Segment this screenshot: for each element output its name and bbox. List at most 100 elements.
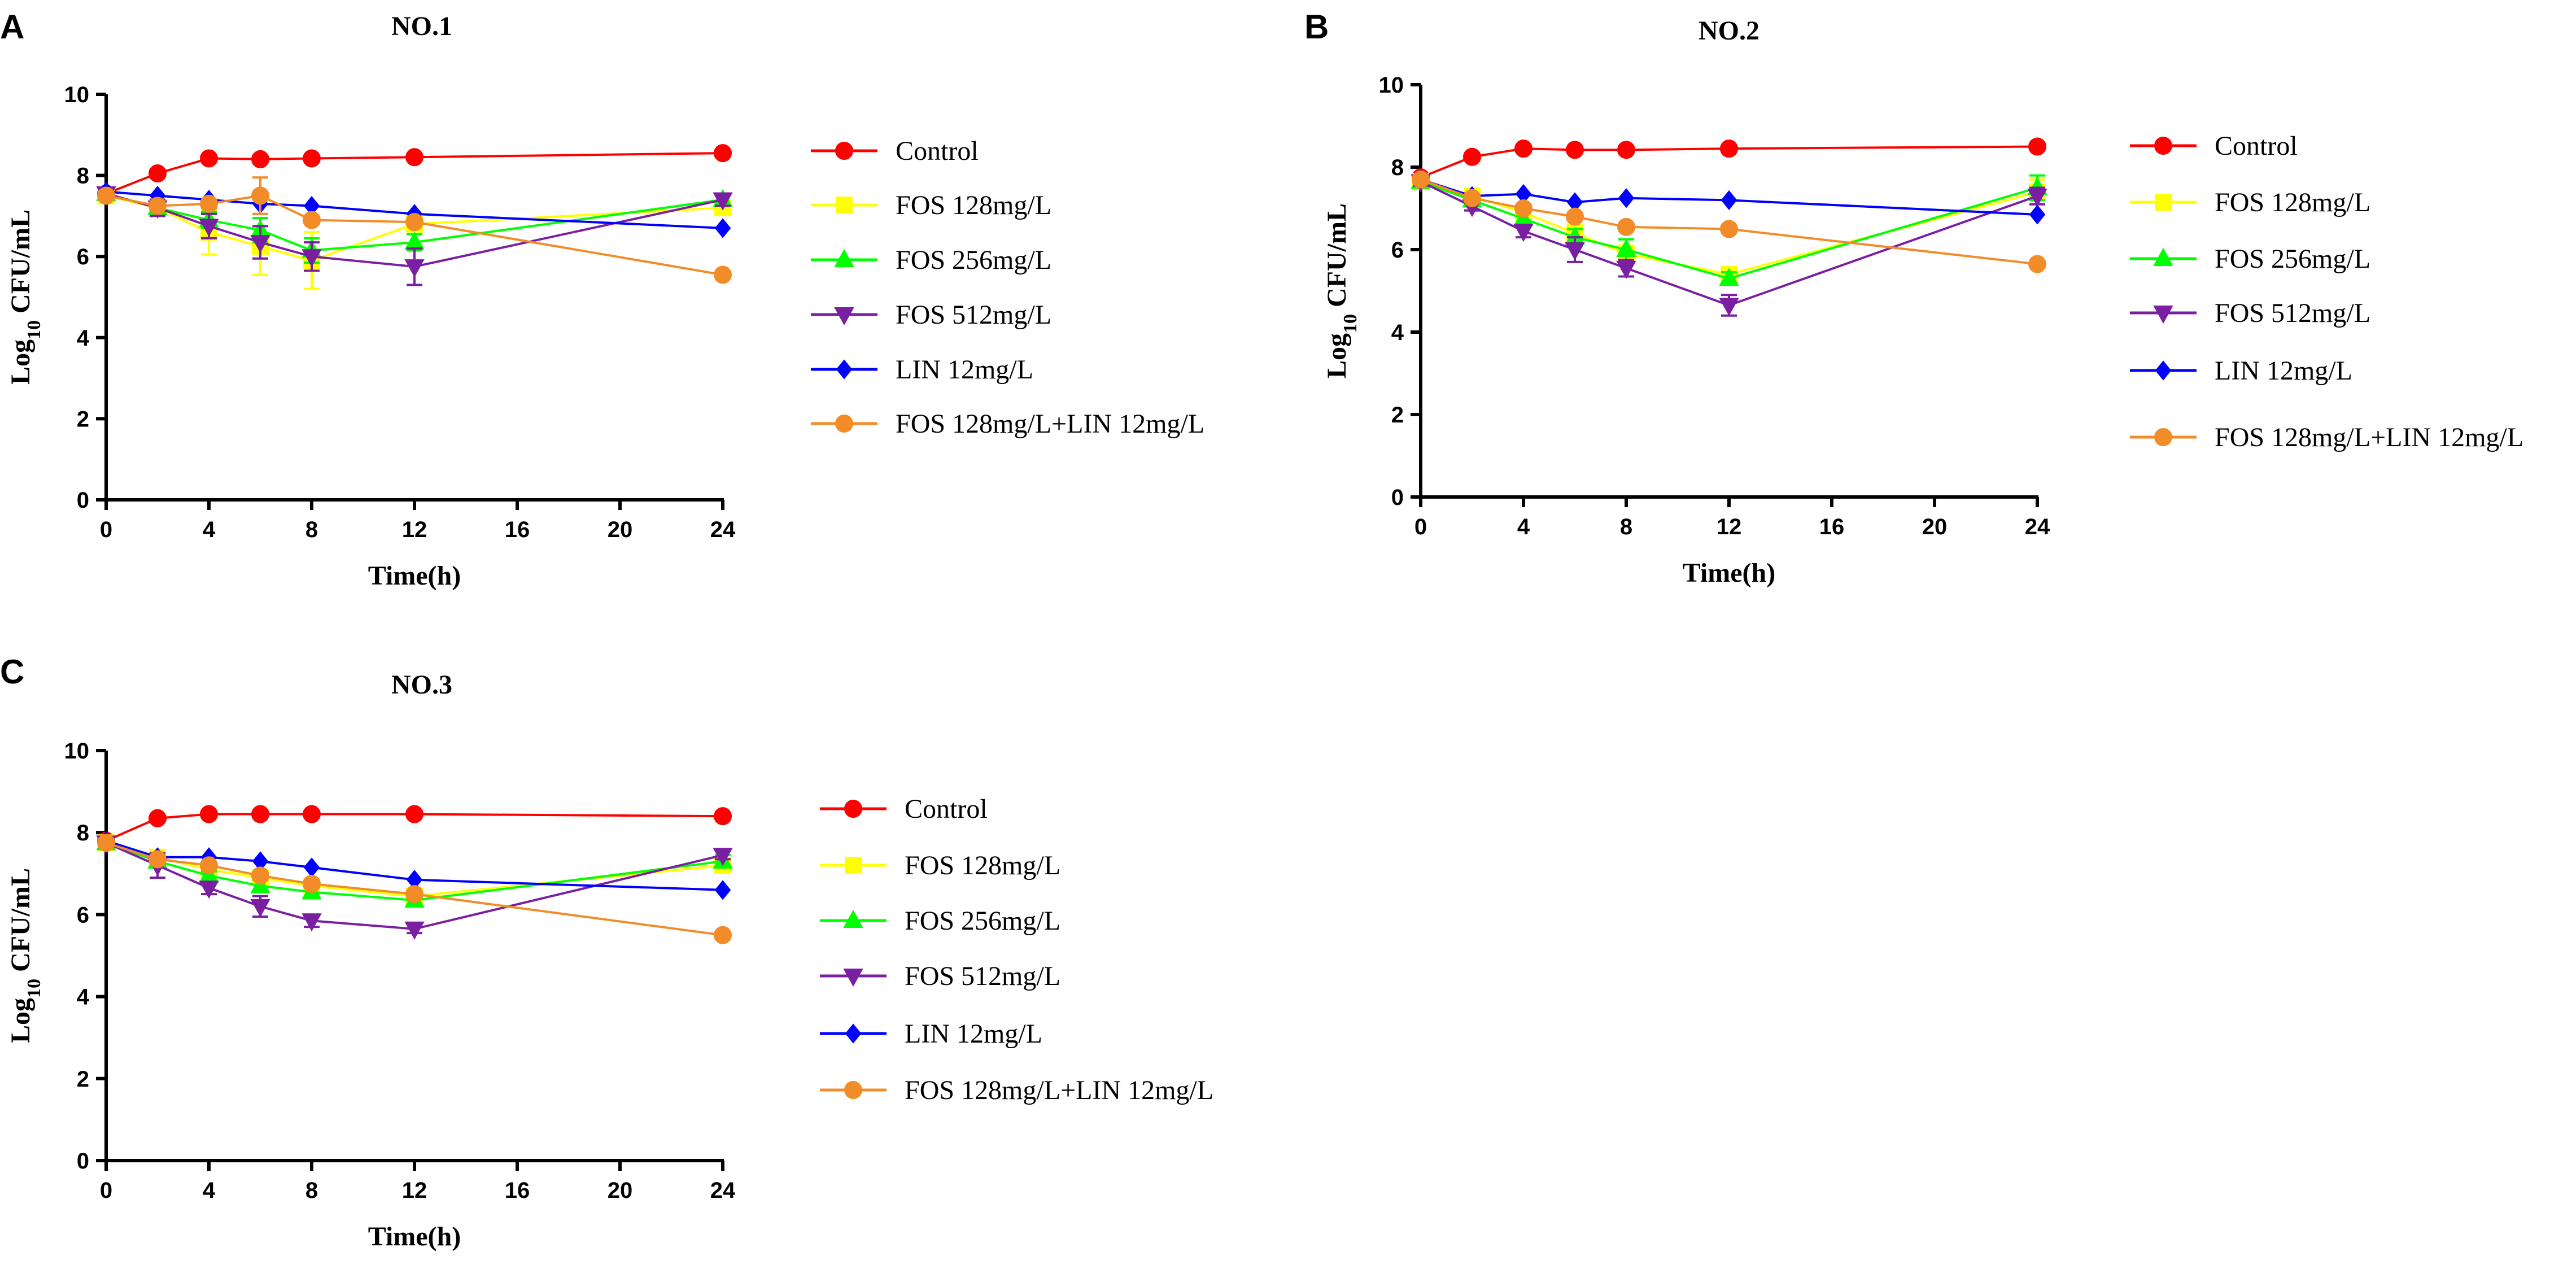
legend-item: FOS 512mg/L (2130, 298, 2370, 328)
legend-item: LIN 12mg/L (820, 1019, 1042, 1049)
data-point (1412, 170, 1430, 189)
legend-marker (845, 1023, 862, 1044)
data-point (251, 150, 269, 168)
legend-label: FOS 256mg/L (905, 906, 1060, 936)
legend-label: LIN 12mg/L (905, 1019, 1042, 1049)
y-tick-label: 2 (77, 407, 89, 431)
legend-label: FOS 512mg/L (896, 300, 1051, 330)
data-point (200, 149, 218, 168)
legend-marker (2154, 428, 2172, 446)
data-point (251, 805, 269, 823)
legend-marker (843, 969, 863, 987)
data-point (97, 186, 115, 205)
data-point (302, 249, 322, 268)
panel-title: NO.3 (391, 670, 452, 700)
legend-item: FOS 256mg/L (811, 245, 1051, 275)
legend-label: FOS 256mg/L (896, 245, 1051, 275)
legend-label: FOS 128mg/L+LIN 12mg/L (896, 409, 1204, 439)
data-point (1463, 147, 1481, 166)
data-point (303, 805, 321, 823)
y-tick-label: 0 (77, 1149, 89, 1174)
panel-title: NO.1 (391, 11, 452, 41)
legend-marker (2153, 306, 2173, 324)
legend-marker (836, 197, 853, 213)
legend-marker (834, 249, 854, 267)
legend-item: LIN 12mg/L (2130, 356, 2352, 386)
panel-letter: B (1304, 8, 1329, 46)
x-tick-label: 8 (1620, 515, 1632, 539)
legend-label: FOS 512mg/L (905, 961, 1060, 991)
data-point (714, 807, 732, 826)
data-point (1720, 220, 1738, 238)
x-tick-label: 24 (710, 1178, 736, 1203)
legend-label: FOS 128mg/L+LIN 12mg/L (2215, 422, 2523, 452)
data-point (149, 197, 167, 215)
data-point (714, 880, 731, 900)
y-tick-label: 0 (77, 488, 89, 513)
y-tick-label: 6 (77, 903, 89, 927)
legend-label: FOS 512mg/L (2215, 298, 2370, 328)
data-point (1618, 188, 1635, 208)
data-point (200, 194, 218, 213)
data-point (1566, 207, 1584, 226)
legend-marker (2153, 247, 2173, 266)
data-point (302, 913, 322, 932)
data-point (1617, 141, 1635, 159)
legend-label: FOS 128mg/L (896, 190, 1051, 220)
x-axis-title: Time(h) (1683, 558, 1775, 588)
y-tick-label: 10 (64, 739, 90, 764)
x-tick-label: 16 (505, 1178, 530, 1203)
legend-item: FOS 128mg/L+LIN 12mg/L (811, 409, 1204, 439)
legend-item: FOS 256mg/L (2130, 244, 2370, 274)
x-tick-label: 24 (2025, 515, 2050, 539)
data-point (714, 144, 732, 163)
legend-item: Control (811, 136, 979, 166)
legend-label: FOS 128mg/L (905, 851, 1060, 880)
legend-item: FOS 128mg/L+LIN 12mg/L (2130, 422, 2523, 452)
data-point (1617, 217, 1635, 236)
x-tick-label: 12 (1717, 515, 1742, 539)
legend-marker (2154, 137, 2172, 155)
data-point (2028, 255, 2046, 273)
series-control (97, 144, 732, 203)
data-point (303, 211, 321, 229)
legend-item: FOS 256mg/L (820, 906, 1060, 936)
legend-label: LIN 12mg/L (896, 355, 1033, 385)
series-fos-128mg-l-lin-12mg-l (97, 176, 732, 284)
x-tick-label: 20 (608, 517, 633, 542)
legend-label: Control (905, 794, 988, 824)
legend-item: FOS 128mg/L (2130, 188, 2370, 217)
legend-label: LIN 12mg/L (2215, 356, 2352, 386)
data-point (1513, 224, 1534, 242)
series-fos-128mg-l-lin-12mg-l (1412, 170, 2046, 273)
data-point (405, 885, 423, 904)
data-point (714, 218, 731, 238)
data-point (1719, 268, 1739, 286)
data-point (303, 857, 320, 878)
data-point (200, 856, 218, 875)
legend-label: FOS 128mg/L (2215, 188, 2370, 217)
data-point (1463, 189, 1481, 207)
series-control (97, 805, 732, 850)
x-tick-label: 12 (402, 517, 427, 542)
legend-item: FOS 128mg/L (811, 190, 1051, 220)
y-tick-label: 2 (77, 1067, 89, 1092)
data-point (149, 164, 167, 183)
y-axis-title: Log10 CFU/mL (6, 210, 45, 385)
x-tick-label: 4 (203, 517, 216, 542)
x-tick-label: 20 (608, 1178, 633, 1203)
legend-marker (836, 359, 853, 380)
legend-marker (834, 307, 854, 326)
data-point (250, 235, 270, 254)
data-point (199, 219, 219, 237)
legend-item: FOS 512mg/L (820, 961, 1060, 991)
y-tick-label: 8 (77, 821, 89, 845)
x-tick-label: 8 (305, 517, 318, 542)
legend-label: Control (2215, 131, 2298, 161)
legend-item: FOS 512mg/L (811, 300, 1051, 330)
legend: Control FOS 128mg/L FOS 256mg/L FOS 512mg/L… (820, 794, 1213, 1105)
